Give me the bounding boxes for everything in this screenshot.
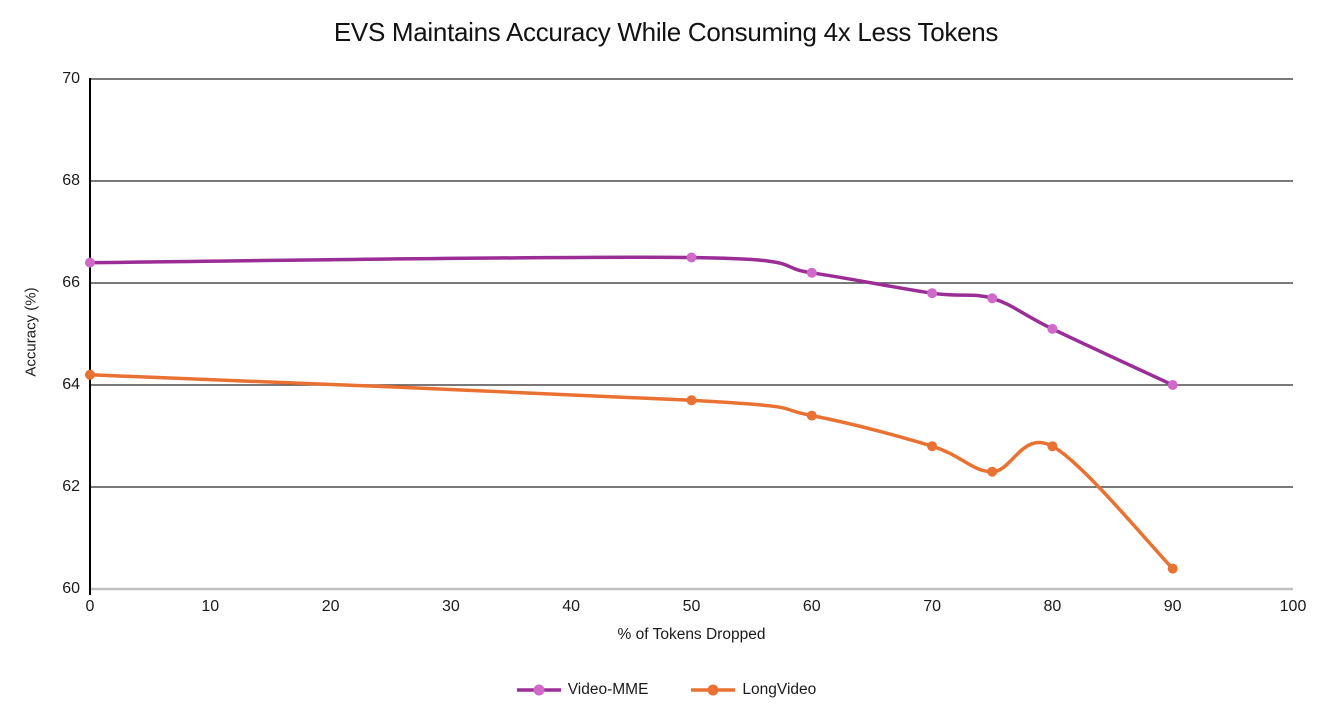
- y-tick-label-62: 62: [62, 478, 80, 495]
- y-tick-label-70: 70: [62, 70, 80, 87]
- data-point-Video-MME-75: [987, 293, 998, 304]
- data-point-Video-MME-0: [85, 257, 95, 268]
- x-tick-label-80: 80: [1043, 598, 1062, 615]
- data-point-Video-MME-50: [686, 252, 697, 263]
- x-tick-label-100: 100: [1279, 598, 1307, 615]
- legend-label-longvideo: LongVideo: [742, 681, 817, 698]
- series-line-LongVideo: [88, 373, 1175, 571]
- x-tick-label-60: 60: [802, 598, 821, 615]
- x-tick-label-50: 50: [682, 598, 701, 615]
- x-tick-label-90: 90: [1163, 598, 1182, 615]
- chart-title: EVS Maintains Accuracy While Consuming 4…: [333, 17, 999, 47]
- y-tick-label-60: 60: [62, 580, 80, 597]
- data-point-LongVideo-90: [1167, 563, 1178, 574]
- x-tick-label-70: 70: [923, 598, 941, 615]
- x-tick-label-30: 30: [441, 598, 460, 615]
- x-tick-label-10: 10: [201, 598, 220, 615]
- data-point-LongVideo-50: [686, 395, 697, 406]
- series-line-Video-MME: [88, 255, 1175, 387]
- data-point-Video-MME-80: [1047, 323, 1058, 334]
- data-point-LongVideo-60: [806, 410, 817, 421]
- y-tick-label-64: 64: [62, 376, 80, 393]
- x-tick-label-0: 0: [85, 598, 95, 615]
- data-point-Video-MME-90: [1167, 380, 1178, 390]
- x-tick-label-20: 20: [321, 598, 340, 615]
- data-point-LongVideo-70: [927, 441, 938, 452]
- data-point-LongVideo-80: [1047, 441, 1058, 452]
- data-point-Video-MME-60: [806, 267, 817, 278]
- y-tick-label-66: 66: [62, 274, 80, 291]
- data-point-LongVideo-0: [85, 369, 95, 380]
- legend: Video-MME LongVideo: [0, 681, 1332, 699]
- data-point-LongVideo-75: [987, 466, 998, 477]
- legend-item-longvideo: LongVideo: [690, 681, 816, 699]
- legend-item-video-mme: Video-MME: [516, 681, 649, 699]
- x-axis-title: % of Tokens Dropped: [617, 626, 766, 643]
- data-point-Video-MME-70: [927, 288, 938, 299]
- y-axis-title: Accuracy (%): [22, 287, 40, 377]
- legend-label-video-mme: Video-MME: [567, 681, 649, 698]
- legend-swatch-longvideo-icon: [691, 684, 736, 696]
- x-tick-label-40: 40: [562, 598, 581, 615]
- legend-swatch-video-mme-icon: [516, 684, 561, 696]
- y-tick-label-68: 68: [62, 172, 80, 189]
